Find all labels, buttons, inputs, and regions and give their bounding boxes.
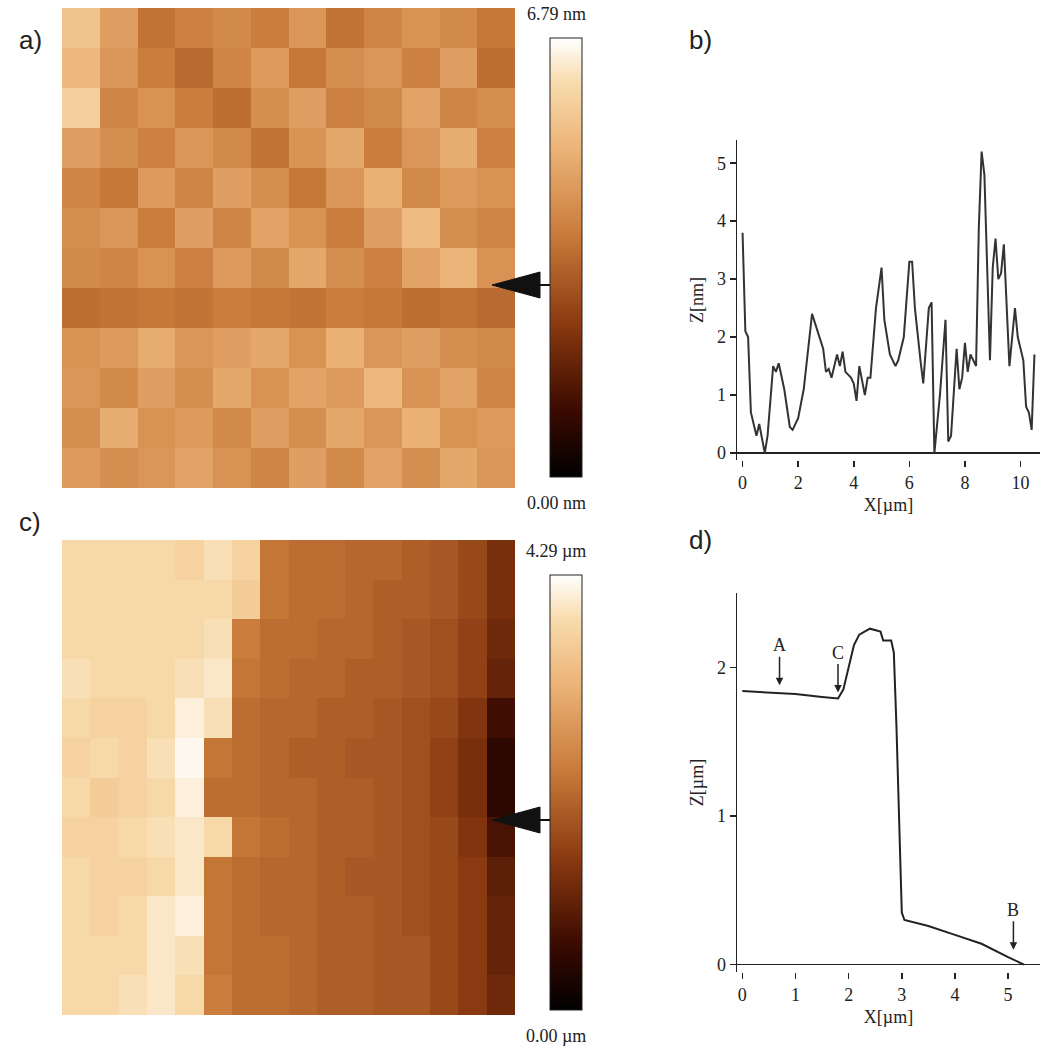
svg-text:5: 5 — [1004, 985, 1013, 1005]
svg-text:0: 0 — [717, 443, 726, 463]
svg-text:5: 5 — [717, 153, 726, 173]
svg-text:6.79 nm: 6.79 nm — [527, 4, 586, 24]
svg-text:Z[µm]: Z[µm] — [687, 759, 707, 806]
svg-text:b): b) — [689, 25, 712, 55]
svg-text:X[µm]: X[µm] — [864, 495, 913, 515]
svg-text:c): c) — [19, 507, 41, 537]
svg-text:10: 10 — [1012, 473, 1030, 493]
svg-text:4: 4 — [717, 211, 726, 231]
svg-text:1: 1 — [791, 985, 800, 1005]
svg-text:0: 0 — [738, 473, 747, 493]
svg-text:0.00 nm: 0.00 nm — [527, 493, 586, 513]
svg-text:3: 3 — [897, 985, 906, 1005]
svg-text:X[µm]: X[µm] — [864, 1007, 913, 1027]
svg-text:B: B — [1007, 900, 1019, 920]
svg-text:Z[nm]: Z[nm] — [687, 277, 707, 323]
svg-text:0.00 µm: 0.00 µm — [526, 1026, 586, 1046]
svg-text:4.29 µm: 4.29 µm — [526, 541, 586, 561]
svg-text:2: 2 — [794, 473, 803, 493]
svg-text:a): a) — [19, 25, 42, 55]
svg-text:4: 4 — [849, 473, 858, 493]
svg-text:1: 1 — [717, 385, 726, 405]
svg-text:C: C — [832, 643, 844, 663]
svg-text:2: 2 — [717, 658, 726, 678]
svg-text:d): d) — [689, 525, 712, 555]
svg-text:2: 2 — [717, 327, 726, 347]
svg-text:0: 0 — [717, 955, 726, 975]
svg-text:1: 1 — [717, 806, 726, 826]
svg-text:2: 2 — [844, 985, 853, 1005]
svg-text:4: 4 — [950, 985, 959, 1005]
svg-text:A: A — [773, 635, 786, 655]
svg-text:3: 3 — [717, 269, 726, 289]
svg-text:6: 6 — [905, 473, 914, 493]
svg-text:0: 0 — [738, 985, 747, 1005]
svg-text:8: 8 — [960, 473, 969, 493]
